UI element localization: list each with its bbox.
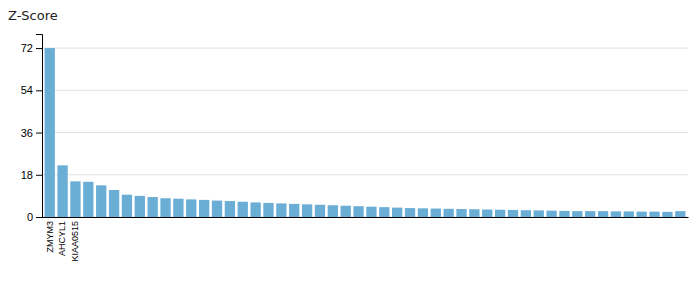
y-axis: 0 18 36 54 72 <box>21 35 43 224</box>
chart: 0 18 36 54 72 ZMYM3AHCYL1KIAA0515 Z-Score <box>0 0 700 285</box>
title: Z-Score <box>8 8 58 23</box>
bar <box>70 181 80 217</box>
bar <box>302 204 312 217</box>
bar <box>328 205 338 217</box>
bar <box>289 204 299 217</box>
grid-line <box>42 132 688 133</box>
bar <box>57 165 67 217</box>
bar <box>559 211 569 217</box>
bar <box>585 211 595 217</box>
bar <box>598 211 608 217</box>
bar <box>315 205 325 217</box>
bar <box>405 208 415 217</box>
bar <box>649 212 659 217</box>
bar <box>263 203 273 217</box>
x-tick: ZMYM3 <box>45 221 55 253</box>
bar <box>611 211 621 217</box>
bar <box>122 195 132 217</box>
bar <box>521 210 531 217</box>
y-tick-mark <box>36 90 42 91</box>
x-axis-line <box>43 217 689 218</box>
y-tick-label: 18 <box>21 169 33 181</box>
bar <box>508 210 518 217</box>
bar <box>276 203 286 217</box>
bar <box>534 210 544 217</box>
y-tick-label: 72 <box>21 42 33 54</box>
bar <box>469 209 479 217</box>
bar <box>443 209 453 217</box>
bar <box>572 211 582 217</box>
bar <box>250 202 260 217</box>
grid-line <box>42 90 688 91</box>
x-axis: ZMYM3AHCYL1KIAA0515 <box>43 218 689 262</box>
y-axis-line <box>36 35 43 218</box>
y-tick-label: 54 <box>21 84 33 96</box>
bar <box>186 199 196 217</box>
bar <box>624 211 634 217</box>
y-tick-mark <box>36 133 42 134</box>
y-tick-label: 0 <box>27 211 33 223</box>
x-tick-label: ZMYM3 <box>45 221 55 253</box>
bar <box>675 211 685 217</box>
bar <box>109 190 119 217</box>
grid-line <box>42 174 688 175</box>
y-tick: 0 <box>27 211 42 223</box>
bar <box>637 212 647 217</box>
bar <box>379 207 389 217</box>
y-tick-mark <box>36 175 42 176</box>
y-tick: 54 <box>21 84 42 96</box>
x-tick-label: AHCYL1 <box>57 221 67 256</box>
bar <box>238 202 248 217</box>
bar <box>199 200 209 217</box>
bar <box>83 182 93 217</box>
bars <box>45 48 686 217</box>
bar <box>225 201 235 217</box>
bar <box>431 209 441 217</box>
bar <box>392 208 402 217</box>
grid <box>42 48 688 217</box>
bar <box>495 210 505 217</box>
bar <box>482 209 492 217</box>
plot: 0 18 36 54 72 ZMYM3AHCYL1KIAA0515 <box>21 35 689 262</box>
bar <box>135 196 145 217</box>
bar <box>160 198 170 217</box>
y-tick-mark <box>36 217 42 218</box>
bar <box>662 212 672 217</box>
y-tick: 72 <box>21 42 42 54</box>
bar <box>366 207 376 217</box>
bar <box>353 206 363 217</box>
bar <box>173 199 183 217</box>
y-tick-label: 36 <box>21 127 33 139</box>
x-tick: KIAA0515 <box>70 221 80 262</box>
bar <box>456 209 466 217</box>
bar <box>341 206 351 217</box>
y-tick-mark <box>36 48 42 49</box>
bar <box>418 208 428 217</box>
x-tick: AHCYL1 <box>57 221 67 256</box>
y-tick: 36 <box>21 127 42 139</box>
grid-line <box>42 48 688 49</box>
bar <box>148 197 158 217</box>
bar <box>45 48 55 217</box>
x-tick-label: KIAA0515 <box>70 221 80 262</box>
bar <box>212 201 222 217</box>
bar <box>96 185 106 217</box>
y-tick: 18 <box>21 169 42 181</box>
bar <box>546 211 556 217</box>
